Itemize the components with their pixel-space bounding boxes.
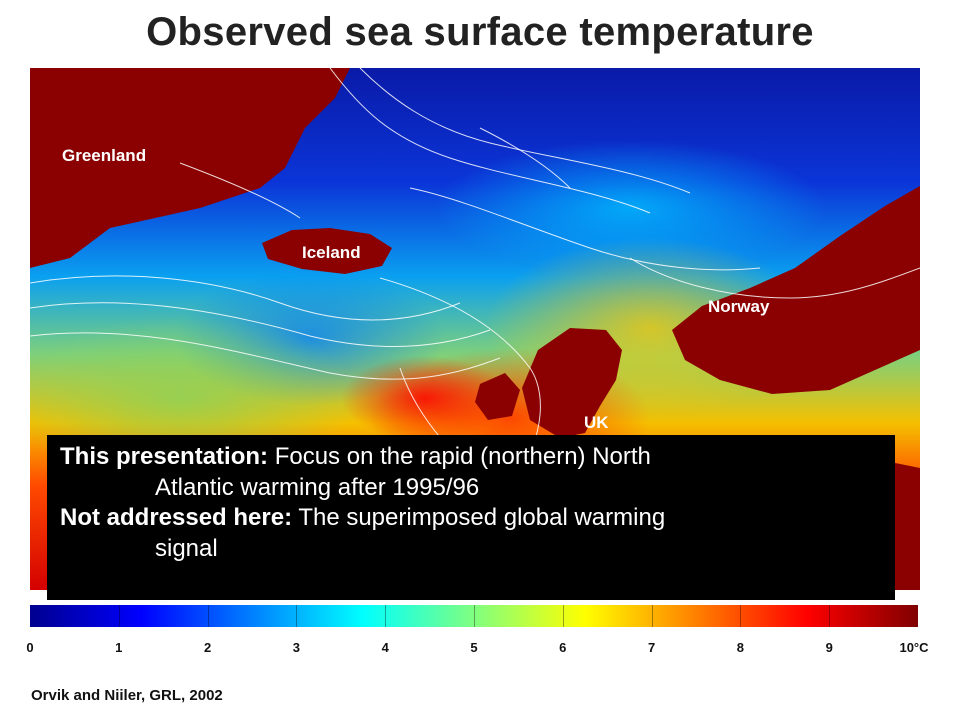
colorbar-tick-label: 6	[559, 640, 567, 655]
colorbar-tick-line	[118, 605, 120, 627]
colorbar-tick-label: 0	[26, 640, 34, 655]
colorbar-tick-label: 5	[470, 640, 478, 655]
uk-landmass	[522, 328, 622, 438]
greenland-landmass	[30, 68, 350, 268]
colorbar-tick-label: 10°C	[899, 640, 929, 655]
colorbar-tick-label: 2	[203, 640, 212, 655]
colorbar-tick-label: 1	[115, 640, 123, 655]
label-uk: UK	[584, 413, 609, 432]
slide-title: Observed sea surface temperature	[146, 10, 814, 54]
citation: Orvik and Niiler, GRL, 2002	[31, 687, 223, 704]
label-iceland: Iceland	[302, 243, 361, 262]
colorbar-tick-label: 7	[647, 640, 656, 655]
label-norway: Norway	[708, 297, 770, 316]
colorbar-tick-line	[296, 605, 298, 627]
textbox-line-2: Atlantic warming after 1995/96	[155, 473, 480, 501]
textbox-line1-bold: This presentation:	[60, 443, 269, 470]
ireland-landmass	[475, 373, 520, 420]
textbox-line3-bold: Not addressed here:	[60, 504, 293, 531]
colorbar-tick-line	[740, 605, 742, 627]
colorbar-tick-line	[474, 605, 475, 627]
label-greenland: Greenland	[62, 146, 147, 165]
textbox-line3-text: The superimposed global warming	[292, 504, 666, 531]
temperature-colorbar	[30, 605, 918, 627]
textbox-line-4: signal	[155, 534, 218, 562]
colorbar-tick-line	[562, 605, 564, 627]
colorbar-tick-line	[651, 605, 653, 627]
textbox-line1-text: Focus on the rapid (northern) North	[268, 443, 651, 470]
colorbar-tick-label: 4	[381, 640, 389, 655]
info-textbox: This presentation: Focus on the rapid (n…	[47, 435, 895, 600]
colorbar-tick-line	[385, 605, 387, 627]
textbox-line-1: This presentation: Focus on the rapid (n…	[60, 442, 883, 473]
bathymetry-contours	[30, 68, 920, 549]
norway-landmass	[672, 186, 920, 394]
colorbar-tick-label: 9	[825, 640, 833, 655]
colorbar-tick-label: 3	[292, 640, 301, 655]
colorbar-tick-line	[207, 605, 209, 627]
colorbar-tick-line	[829, 605, 831, 627]
colorbar-tick-label: 8	[736, 640, 745, 655]
textbox-line-3: Not addressed here: The superimposed glo…	[60, 503, 883, 534]
iceland-landmass	[262, 228, 392, 274]
